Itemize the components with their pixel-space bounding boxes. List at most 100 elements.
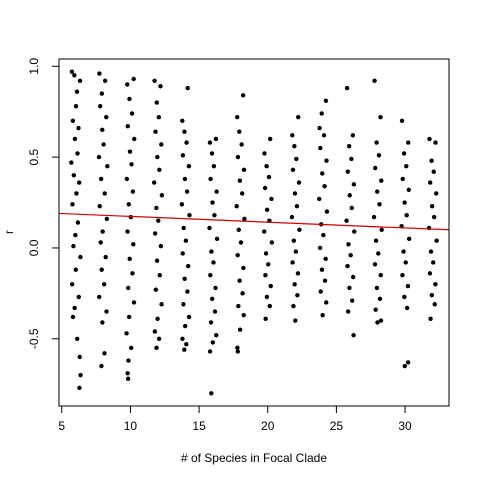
data-point — [352, 229, 357, 234]
data-point — [289, 214, 295, 220]
data-point — [320, 171, 325, 176]
data-point — [373, 238, 379, 243]
data-point — [239, 191, 245, 196]
data-point — [105, 163, 110, 169]
data-point — [296, 114, 301, 120]
data-point — [402, 294, 407, 300]
data-point — [269, 240, 275, 245]
data-point — [324, 300, 329, 305]
x-axis-title: # of Species in Focal Clade — [181, 451, 327, 465]
data-point — [324, 209, 330, 214]
data-point — [267, 303, 272, 309]
data-point — [158, 243, 164, 249]
data-point — [73, 104, 79, 109]
data-point — [131, 300, 137, 305]
data-point — [74, 191, 79, 196]
data-point — [351, 182, 357, 187]
data-point — [434, 238, 439, 243]
data-point — [321, 133, 327, 138]
data-point — [154, 258, 160, 263]
data-point — [324, 158, 329, 163]
data-point — [212, 309, 218, 314]
data-point — [322, 278, 328, 283]
data-point — [236, 227, 241, 232]
data-point — [374, 140, 379, 145]
data-point — [182, 347, 187, 352]
data-point — [126, 314, 132, 320]
data-point — [431, 260, 436, 265]
data-point — [153, 287, 159, 292]
data-point — [76, 294, 81, 300]
data-point — [208, 320, 214, 325]
data-point — [71, 243, 76, 249]
data-point — [125, 376, 131, 381]
data-point — [208, 176, 213, 182]
data-point — [427, 180, 433, 185]
data-point — [127, 96, 132, 102]
data-point — [406, 140, 411, 145]
data-point — [291, 303, 296, 309]
x-axis: 5 10 15 20 25 30 — [58, 405, 412, 433]
data-point — [157, 167, 162, 173]
data-point — [181, 302, 186, 307]
data-point — [241, 312, 246, 318]
data-point — [262, 185, 268, 191]
data-point — [237, 178, 243, 183]
data-point — [378, 318, 384, 323]
data-point — [349, 156, 354, 162]
data-point — [405, 360, 411, 365]
data-point — [73, 233, 78, 238]
data-point — [125, 82, 130, 87]
data-point — [318, 289, 323, 294]
data-point — [183, 238, 189, 243]
data-point — [290, 260, 295, 265]
data-point — [207, 140, 213, 145]
data-point — [294, 156, 299, 162]
data-point — [131, 76, 136, 82]
data-point — [372, 262, 378, 267]
data-point — [209, 249, 214, 254]
data-point — [179, 202, 185, 207]
data-point — [263, 272, 268, 278]
y-axis: -0.5 0.0 0.5 1.0 — [27, 58, 60, 349]
data-point — [290, 167, 296, 173]
data-point — [184, 140, 189, 145]
data-point — [344, 85, 350, 91]
data-point — [182, 176, 188, 182]
data-point — [102, 191, 107, 196]
data-point — [323, 256, 328, 262]
data-point — [154, 100, 159, 105]
data-point — [429, 158, 434, 163]
data-point — [320, 312, 325, 318]
data-point — [321, 233, 326, 238]
data-point — [351, 332, 356, 338]
data-point — [317, 245, 323, 251]
data-point — [100, 127, 105, 133]
data-point — [184, 342, 189, 347]
data-point — [210, 340, 215, 345]
data-point — [71, 173, 77, 178]
data-point — [78, 254, 83, 260]
data-point — [293, 318, 298, 323]
data-point — [402, 363, 407, 369]
data-point — [214, 189, 219, 194]
data-point — [405, 283, 411, 289]
data-point — [156, 114, 162, 120]
data-point — [157, 272, 162, 278]
data-point — [290, 133, 295, 138]
data-point — [428, 316, 433, 321]
data-point — [156, 218, 161, 223]
data-point — [400, 272, 405, 278]
data-point — [406, 187, 411, 193]
data-point — [96, 154, 102, 160]
data-point — [345, 263, 350, 269]
data-point — [376, 153, 382, 158]
data-point — [347, 193, 352, 198]
data-point — [404, 305, 410, 311]
data-point — [399, 118, 405, 123]
data-point — [235, 253, 240, 258]
data-point — [127, 256, 132, 262]
data-point — [371, 214, 377, 220]
data-point — [261, 229, 267, 234]
